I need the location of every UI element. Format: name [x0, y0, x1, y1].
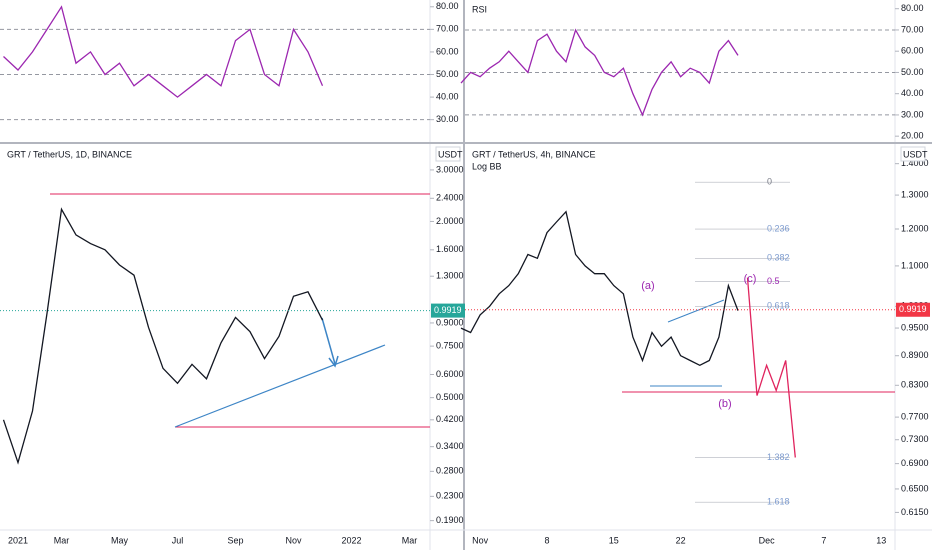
x-tick-label: 22 [676, 535, 686, 545]
x-tick-label: Mar [402, 535, 418, 545]
x-tick-label: Mar [54, 535, 70, 545]
y-tick-label: 80.00 [901, 3, 924, 13]
x-tick-label: Jul [172, 535, 184, 545]
wave-label: (b) [718, 398, 731, 410]
wave-label: (a) [641, 280, 654, 292]
y-tick-label: 1.3000 [436, 271, 464, 281]
x-tick-label: 15 [609, 535, 619, 545]
y-tick-label: 0.8300 [901, 380, 929, 390]
y-tick-label: 0.6900 [901, 458, 929, 468]
y-tick-label: 0.4200 [436, 414, 464, 424]
y-tick-label: 60.00 [901, 46, 924, 56]
series-line [460, 28, 739, 117]
trendline [667, 299, 725, 323]
y-tick-label: 0.7500 [436, 340, 464, 350]
x-tick-label: Dec [759, 535, 776, 545]
y-tick-label: 0.1900 [436, 515, 464, 525]
unit-label: USDT [438, 149, 463, 159]
last-price-label: 0.9919 [434, 305, 462, 315]
x-tick-label: 8 [544, 535, 549, 545]
x-tick-label: 2021 [8, 535, 28, 545]
unit-box [900, 146, 926, 162]
y-tick-label: 0.7700 [901, 411, 929, 421]
y-tick-label: 3.0000 [436, 164, 464, 174]
y-tick-label: 70.00 [901, 24, 924, 34]
arrow [321, 317, 336, 365]
x-tick-label: Nov [472, 535, 489, 545]
last-price-tag [431, 303, 465, 318]
last-price-tag [896, 302, 930, 317]
fib-label: 0.5 [767, 276, 780, 286]
fib-label: 0.618 [767, 301, 790, 311]
x-tick-label: 2022 [341, 535, 361, 545]
chart-subtitle: Log BB [472, 161, 502, 171]
x-tick-label: May [111, 535, 129, 545]
y-tick-label: 0.7300 [901, 434, 929, 444]
y-tick-label: 40.00 [901, 88, 924, 98]
y-tick-label: 40.00 [436, 91, 459, 101]
series-line [460, 210, 739, 367]
x-tick-label: Nov [285, 535, 302, 545]
y-tick-label: 1.6000 [436, 244, 464, 254]
fib-label: 1.618 [767, 497, 790, 507]
series-line [746, 277, 796, 458]
series-line [2, 207, 324, 465]
unit-box [435, 146, 461, 162]
y-tick-label: 1.3000 [901, 189, 929, 199]
chart-title: RSI [472, 4, 487, 14]
series-line [3, 5, 324, 98]
chart-title: GRT / TetherUS, 4h, BINANCE [472, 149, 596, 159]
y-tick-label: 1.2000 [901, 223, 929, 233]
fib-label: 0.236 [767, 223, 790, 233]
arrow-head [328, 355, 339, 368]
y-tick-label: 0.2800 [436, 466, 464, 476]
wave-label: (c) [744, 273, 757, 285]
fib-label: 0 [767, 177, 772, 187]
y-tick-label: 1.4000 [901, 158, 929, 168]
trendline [174, 344, 386, 428]
y-tick-label: 0.8900 [901, 350, 929, 360]
y-tick-label: 1.1000 [901, 260, 929, 270]
x-tick-label: 13 [876, 535, 886, 545]
y-tick-label: 50.00 [901, 67, 924, 77]
x-tick-label: 7 [821, 535, 826, 545]
y-tick-label: 50.00 [436, 69, 459, 79]
y-tick-label: 0.6000 [436, 369, 464, 379]
y-tick-label: 2.0000 [436, 216, 464, 226]
last-price-label: 0.9919 [899, 304, 927, 314]
y-tick-label: 0.6150 [901, 507, 929, 517]
y-tick-label: 0.9000 [436, 317, 464, 327]
y-tick-label: 0.2300 [436, 491, 464, 501]
y-tick-label: 30.00 [436, 114, 459, 124]
x-tick-label: Sep [227, 535, 243, 545]
y-tick-label: 80.00 [436, 1, 459, 11]
chart-title: GRT / TetherUS, 1D, BINANCE [7, 149, 132, 159]
y-tick-label: 0.5000 [436, 392, 464, 402]
y-tick-label: 2.4000 [436, 193, 464, 203]
y-tick-label: 0.9500 [901, 322, 929, 332]
fib-label: 1.382 [767, 452, 790, 462]
y-tick-label: 30.00 [901, 109, 924, 119]
unit-label: USDT [903, 149, 928, 159]
fib-label: 0.382 [767, 253, 790, 263]
y-tick-label: 70.00 [436, 24, 459, 34]
y-tick-label: 0.6500 [901, 483, 929, 493]
y-tick-label: 0.3400 [436, 441, 464, 451]
y-tick-label: 60.00 [436, 46, 459, 56]
y-tick-label: 20.00 [901, 131, 924, 141]
